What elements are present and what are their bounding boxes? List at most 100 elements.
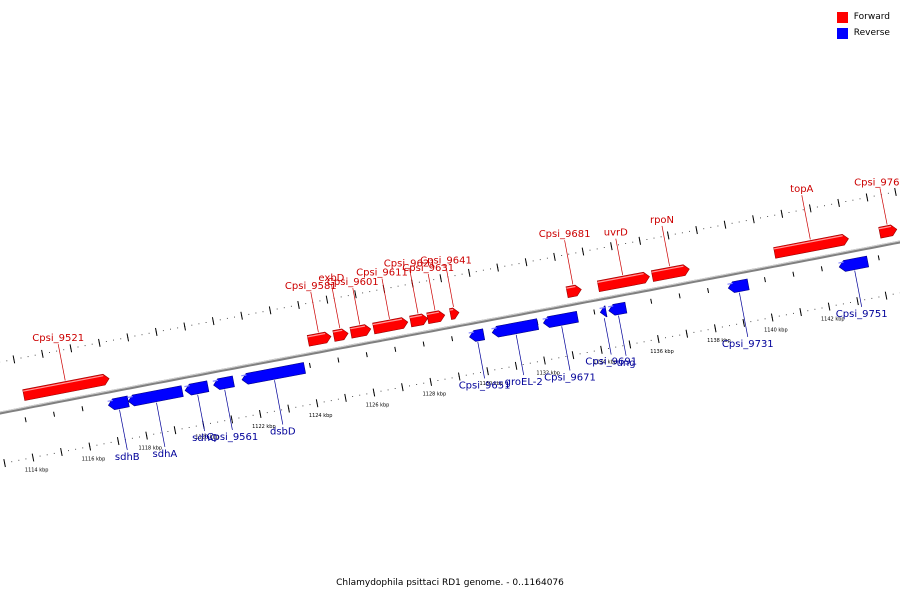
ruler-dot — [824, 205, 825, 207]
ruler-tick — [571, 351, 575, 360]
gene-highlight — [372, 318, 403, 326]
ruler-dot — [380, 390, 382, 392]
ruler-dot — [252, 414, 254, 416]
gene-arrow-sdhc[interactable] — [184, 380, 210, 396]
ruler-dot — [878, 296, 880, 298]
scale-label: 1142 kbp — [821, 316, 845, 322]
legend-item-forward: Forward — [836, 9, 890, 25]
scale-tick — [678, 293, 681, 299]
leader-line — [156, 402, 166, 447]
ruler-tick — [211, 317, 215, 326]
ruler-dot — [245, 416, 247, 418]
ruler-dot — [63, 349, 65, 351]
gene-arrow-cpsi_9641[interactable] — [449, 307, 460, 320]
ruler-dot — [480, 372, 481, 373]
ruler-tick — [610, 242, 613, 251]
leader-line — [564, 240, 574, 285]
ruler-dot — [859, 198, 861, 200]
ruler-dot — [700, 330, 702, 332]
gene-highlight — [651, 265, 684, 273]
gene-arrow-cpsi_9671[interactable] — [542, 310, 579, 328]
scale-tick — [593, 309, 596, 315]
ruler-dot — [665, 337, 666, 339]
gene-arrow-topa[interactable] — [773, 233, 849, 259]
gene-arrow-sdha[interactable] — [127, 385, 184, 407]
ruler-tick — [372, 388, 376, 397]
gene-arrow-uvrd[interactable] — [596, 271, 650, 293]
gene-arrow-cpsi_9561[interactable] — [213, 375, 235, 390]
ruler-dot — [636, 342, 638, 344]
ruler-tick — [173, 426, 177, 435]
ruler-dot — [558, 357, 560, 359]
ruler-dot — [75, 448, 77, 450]
gene-arrow-cpsi_9681[interactable] — [565, 284, 582, 298]
ruler-dot — [501, 368, 503, 369]
ruler-tick — [685, 329, 689, 338]
ruler-dot — [283, 307, 285, 309]
scale-label: 1122 kbp — [252, 424, 276, 430]
ruler-dot — [707, 329, 709, 331]
ruler-dot — [20, 357, 22, 359]
scale-label: 1118 kbp — [139, 445, 163, 451]
gene-arrow-cpsi_9521[interactable] — [22, 373, 110, 401]
ruler-dot — [710, 226, 712, 228]
gene-label-sdhb: sdhB — [115, 452, 140, 463]
ruler-tick — [60, 447, 63, 457]
gene-arrow-cpsi_9731[interactable] — [727, 278, 750, 293]
ruler-dot — [892, 293, 894, 295]
ruler-dot — [18, 459, 20, 461]
ruler-dot — [191, 324, 193, 326]
leader-line — [661, 225, 670, 267]
scale-label: 1126 kbp — [366, 402, 390, 408]
scale-tick — [650, 298, 653, 304]
gene-arrow-groel-2[interactable] — [491, 318, 540, 338]
scale-label: 1124 kbp — [309, 413, 333, 419]
scale-label: 1134 kbp — [593, 360, 617, 366]
gene-arrow-dsbd[interactable] — [241, 362, 306, 385]
gene-arrow-cpsi_9651[interactable] — [469, 328, 486, 342]
leader-line — [739, 292, 749, 337]
gene-arrow-ung[interactable] — [608, 301, 628, 316]
leader-line — [427, 273, 436, 311]
ruler-dot — [536, 361, 538, 363]
ruler-dot — [807, 310, 809, 312]
gene-highlight — [468, 331, 474, 334]
legend-label-forward: Forward — [853, 12, 890, 22]
ruler-dot — [103, 443, 105, 445]
scale-label: 1132 kbp — [536, 370, 560, 376]
ruler-dot — [873, 195, 875, 197]
gene-highlight — [597, 273, 644, 283]
gene-label-cpsi_9751: Cpsi_9751 — [836, 309, 888, 320]
ruler-tick — [41, 349, 44, 358]
gene-label-cpsi_9631: Cpsi_9631 — [402, 263, 454, 274]
ruler-dot — [302, 405, 304, 407]
ruler-tick — [496, 263, 499, 272]
ruler-tick — [780, 209, 784, 218]
ruler-dot — [821, 307, 823, 309]
ruler-dot — [188, 427, 190, 428]
gene-arrow-cpsi_9751[interactable] — [838, 255, 870, 272]
gene-arrow-sdhb[interactable] — [107, 395, 130, 411]
ruler-tick — [69, 344, 73, 353]
gene-highlight — [727, 282, 733, 285]
ruler-tick — [325, 295, 329, 304]
gene-label-cpsi_9641: Cpsi_9641 — [420, 256, 472, 267]
ruler-dot — [795, 210, 797, 212]
gene-arrow-cpsi_9691[interactable] — [599, 305, 608, 318]
gene-arrow-exbd[interactable] — [332, 328, 349, 342]
ruler-dot — [653, 237, 655, 239]
legend: Forward Reverse — [836, 9, 890, 41]
ruler-dot — [290, 305, 292, 307]
gene-arrow-cpsi_9611[interactable] — [372, 317, 409, 335]
gene-highlight — [607, 305, 614, 308]
leader-line — [119, 409, 128, 451]
ruler-tick — [230, 415, 234, 424]
ruler-dot — [162, 330, 164, 332]
gene-label-exbd: exbD — [318, 273, 344, 284]
ruler-dot — [409, 385, 410, 387]
ruler-dot — [362, 292, 364, 294]
gene-label-cpsi_9611: Cpsi_9611 — [356, 268, 408, 279]
gene-arrow-rpon[interactable] — [650, 264, 690, 282]
ruler-tick — [553, 252, 556, 261]
ruler-dot — [255, 312, 257, 314]
